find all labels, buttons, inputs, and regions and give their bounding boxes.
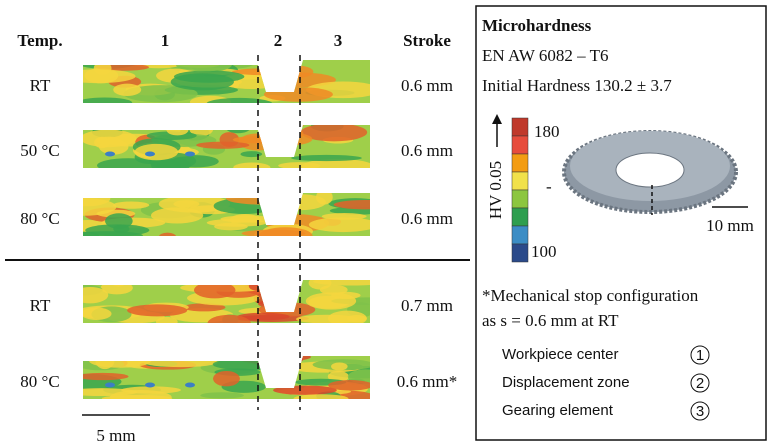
figure: Temp. 1 2 3 Stroke 5 mm Microhardness EN… xyxy=(0,0,773,447)
hardness-maps xyxy=(51,53,403,406)
zone-label: Displacement zone xyxy=(502,374,630,391)
temp-label: 80 °C xyxy=(20,372,59,391)
zone-header: 3 xyxy=(334,31,343,50)
note: *Mechanical stop configuration xyxy=(482,286,699,305)
zone-label: Gearing element xyxy=(502,402,614,419)
material: EN AW 6082 – T6 xyxy=(482,46,608,65)
temp-label: 80 °C xyxy=(20,209,59,228)
stroke-label: 0.6 mm xyxy=(401,209,453,228)
zone-number: 1 xyxy=(696,347,704,364)
gear-part xyxy=(564,131,736,215)
colorbar-tick: 180 xyxy=(534,122,560,141)
zone-label: Workpiece center xyxy=(502,346,618,363)
temp-label: RT xyxy=(30,76,51,95)
zone-header: 2 xyxy=(274,31,283,50)
zone-header: 1 xyxy=(161,31,170,50)
zone-number: 2 xyxy=(696,375,704,392)
colorbar-label: HV 0.05 xyxy=(486,161,505,219)
zone-number: 3 xyxy=(696,403,704,420)
temp-label: 50 °C xyxy=(20,141,59,160)
part-scale-label: 10 mm xyxy=(706,216,754,235)
hardness-map xyxy=(65,275,402,332)
hardness-map xyxy=(51,190,397,245)
scale-label: 5 mm xyxy=(96,426,135,445)
stroke-label: 0.6 mm xyxy=(401,141,453,160)
colorbar xyxy=(512,118,528,262)
stroke-header: Stroke xyxy=(403,31,451,50)
initial-hardness: Initial Hardness 130.2 ± 3.7 xyxy=(482,76,672,95)
hardness-map xyxy=(51,352,399,405)
colorbar-tick: - xyxy=(546,177,552,196)
hardness-map xyxy=(60,53,380,109)
temp-label: RT xyxy=(30,296,51,315)
legend-title: Microhardness xyxy=(482,16,592,35)
stroke-label: 0.6 mm* xyxy=(397,372,457,391)
hardness-map xyxy=(80,121,374,174)
colorbar-tick: 100 xyxy=(531,242,557,261)
note: as s = 0.6 mm at RT xyxy=(482,311,619,330)
stroke-label: 0.7 mm xyxy=(401,296,453,315)
stroke-label: 0.6 mm xyxy=(401,76,453,95)
temp-header: Temp. xyxy=(17,31,62,50)
